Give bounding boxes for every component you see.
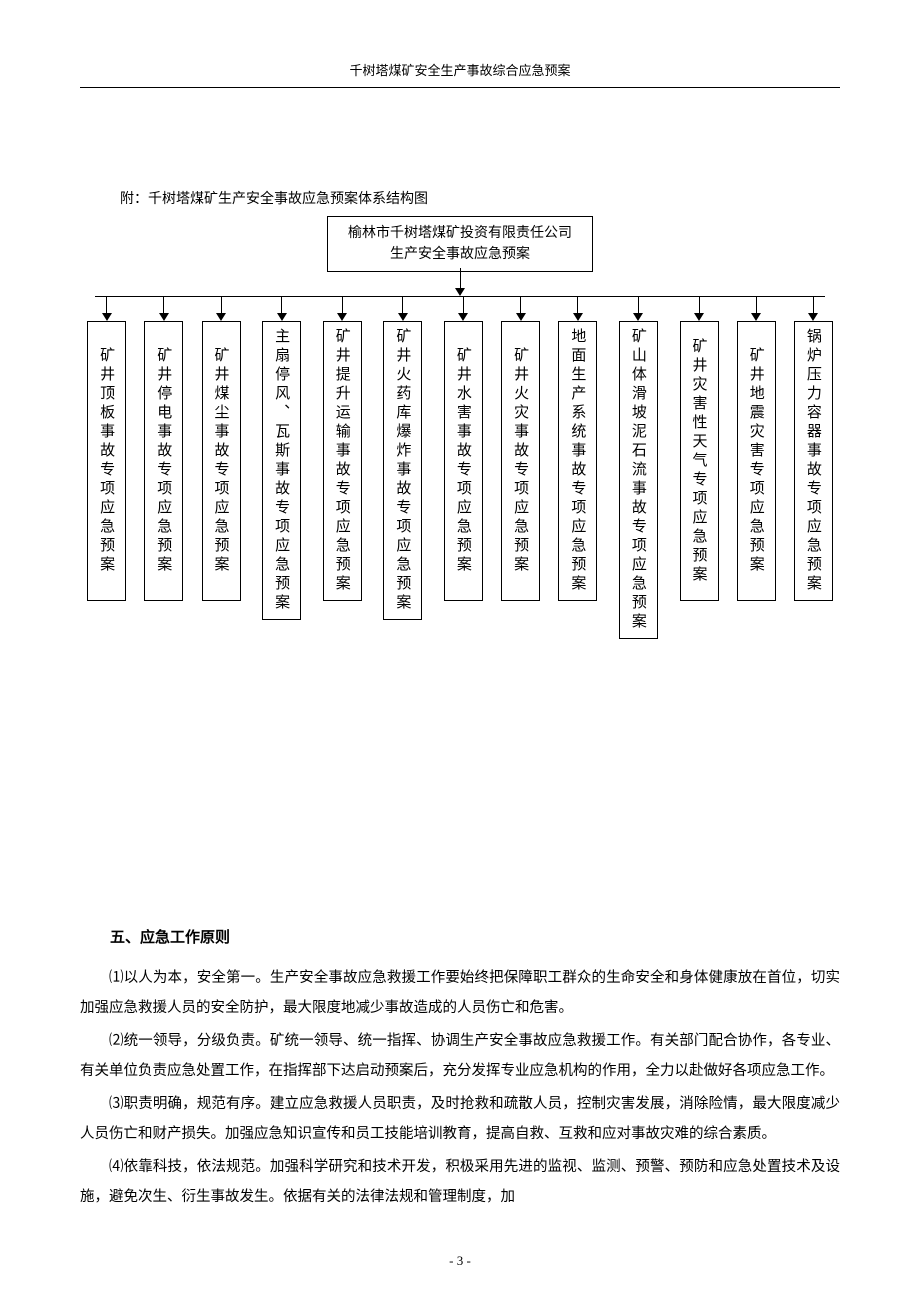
root-line1: 榆林市千树塔煤矿投资有限责任公司 xyxy=(348,223,572,244)
branch-1: 矿井停电事故专项应急预案 xyxy=(137,296,190,639)
branch-connector-line xyxy=(402,296,403,314)
diagram-caption: 附：千树塔煤矿生产安全事故应急预案体系结构图 xyxy=(120,188,840,208)
branch-5: 矿井火药库爆炸事故专项应急预案 xyxy=(373,296,433,639)
branch-arrow-icon xyxy=(458,313,468,321)
branch-3: 主扇停风、瓦斯事故专项应急预案 xyxy=(252,296,312,639)
child-node: 矿井顶板事故专项应急预案 xyxy=(87,321,126,601)
branch-arrow-icon xyxy=(337,313,347,321)
paragraph-3: ⑷依靠科技，依法规范。加强科学研究和技术开发，积极采用先进的监视、监测、预警、预… xyxy=(80,1152,840,1213)
branch-connector-line xyxy=(813,296,814,314)
child-node: 矿井火药库爆炸事故专项应急预案 xyxy=(383,321,422,620)
page-header: 千树塔煤矿安全生产事故综合应急预案 xyxy=(80,60,840,88)
root-node: 榆林市千树塔煤矿投资有限责任公司 生产安全事故应急预案 xyxy=(327,216,593,272)
child-branches: 矿井顶板事故专项应急预案矿井停电事故专项应急预案矿井煤尘事故专项应急预案主扇停风… xyxy=(80,296,840,639)
branch-arrow-icon xyxy=(694,313,704,321)
child-node: 矿井水害事故专项应急预案 xyxy=(444,321,483,601)
child-node: 锅炉压力容器事故专项应急预案 xyxy=(794,321,833,601)
page-number: - 3 - xyxy=(80,1253,840,1269)
child-node: 矿山体滑坡泥石流事故专项应急预案 xyxy=(619,321,658,639)
child-node: 矿井停电事故专项应急预案 xyxy=(144,321,183,601)
branch-6: 矿井水害事故专项应急预案 xyxy=(437,296,490,639)
paragraph-2: ⑶职责明确，规范有序。建立应急救援人员职责，及时抢救和疏散人员，控制灾害发展，消… xyxy=(80,1089,840,1150)
branch-arrow-icon xyxy=(216,313,226,321)
child-node: 地面生产系统事故专项应急预案 xyxy=(558,321,597,601)
branch-9: 矿山体滑坡泥石流事故专项应急预案 xyxy=(608,296,668,639)
branch-connector-line xyxy=(577,296,578,314)
branch-connector-line xyxy=(699,296,700,314)
child-node: 矿井火灾事故专项应急预案 xyxy=(501,321,540,601)
branch-8: 地面生产系统事故专项应急预案 xyxy=(551,296,604,639)
branch-connector-line xyxy=(221,296,222,314)
branch-connector-line xyxy=(756,296,757,314)
branch-arrow-icon xyxy=(751,313,761,321)
child-node: 矿井灾害性天气专项应急预案 xyxy=(680,321,719,601)
branch-connector-line xyxy=(163,296,164,314)
branch-connector-line xyxy=(638,296,639,314)
child-node: 矿井地震灾害专项应急预案 xyxy=(737,321,776,601)
branch-11: 矿井地震灾害专项应急预案 xyxy=(730,296,783,639)
branch-4: 矿井提升运输事故专项应急预案 xyxy=(316,296,369,639)
branch-connector-line xyxy=(463,296,464,314)
branch-arrow-icon xyxy=(102,313,112,321)
branch-connector-line xyxy=(342,296,343,314)
body-paragraphs: ⑴以人为本，安全第一。生产安全事故应急救援工作要始终把保障职工群众的生命安全和身… xyxy=(80,963,840,1213)
branch-arrow-icon xyxy=(159,313,169,321)
branch-0: 矿井顶板事故专项应急预案 xyxy=(80,296,133,639)
org-diagram: 榆林市千树塔煤矿投资有限责任公司 生产安全事故应急预案 矿井顶板事故专项应急预案… xyxy=(80,216,840,826)
branch-2: 矿井煤尘事故专项应急预案 xyxy=(194,296,247,639)
connector-arrow xyxy=(455,288,465,296)
branch-12: 锅炉压力容器事故专项应急预案 xyxy=(787,296,840,639)
branch-10: 矿井灾害性天气专项应急预案 xyxy=(672,296,725,639)
paragraph-1: ⑵统一领导，分级负责。矿统一领导、统一指挥、协调生产安全事故应急救援工作。有关部… xyxy=(80,1026,840,1087)
child-node: 主扇停风、瓦斯事故专项应急预案 xyxy=(262,321,301,620)
child-node: 矿井提升运输事故专项应急预案 xyxy=(323,321,362,601)
branch-arrow-icon xyxy=(633,313,643,321)
branch-connector-line xyxy=(106,296,107,314)
branch-arrow-icon xyxy=(516,313,526,321)
section-heading: 五、应急工作原则 xyxy=(80,926,840,947)
branch-arrow-icon xyxy=(277,313,287,321)
branch-connector-line xyxy=(520,296,521,314)
paragraph-0: ⑴以人为本，安全第一。生产安全事故应急救援工作要始终把保障职工群众的生命安全和身… xyxy=(80,963,840,1024)
connector-line xyxy=(460,268,461,288)
branch-arrow-icon xyxy=(398,313,408,321)
branch-arrow-icon xyxy=(573,313,583,321)
child-node: 矿井煤尘事故专项应急预案 xyxy=(202,321,241,601)
branch-7: 矿井火灾事故专项应急预案 xyxy=(494,296,547,639)
branch-connector-line xyxy=(281,296,282,314)
branch-arrow-icon xyxy=(808,313,818,321)
root-line2: 生产安全事故应急预案 xyxy=(348,244,572,265)
